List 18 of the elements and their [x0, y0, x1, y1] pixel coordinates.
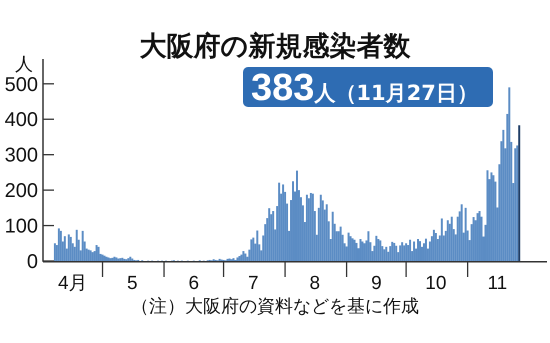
- x-tick-label: 9: [371, 273, 382, 294]
- chart-title: 大阪府の新規感染者数: [140, 31, 412, 62]
- x-tick-label: 7: [248, 273, 259, 294]
- x-tick-label: 10: [425, 273, 446, 294]
- y-tick-label: 100: [4, 216, 38, 238]
- x-tick-label: 6: [188, 273, 200, 294]
- y-axis-title: 人: [15, 54, 33, 75]
- y-tick-label: 400: [4, 109, 38, 132]
- y-tick-label: 300: [4, 144, 38, 167]
- x-tick-label: 5: [127, 273, 138, 294]
- x-tick-label: 4月: [58, 273, 88, 294]
- x-tick-label: 11: [488, 273, 508, 294]
- x-tick-label: 8: [310, 273, 320, 294]
- y-tick-label: 0: [26, 251, 38, 273]
- y-tick-label: 200: [4, 180, 38, 202]
- callout: 383人（11月27日）: [243, 67, 493, 109]
- text: （注）大阪府の資料などを基に作成: [131, 296, 419, 317]
- y-tick-label: 500: [4, 74, 38, 96]
